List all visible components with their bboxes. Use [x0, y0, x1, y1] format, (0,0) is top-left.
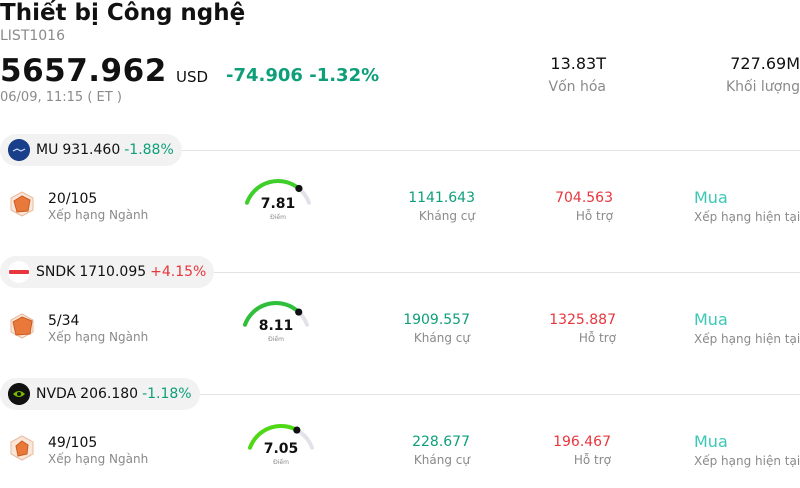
rating-label: Xếp hạng hiện tại — [694, 210, 800, 224]
score-gauge: 7.81 Điểm — [233, 178, 323, 234]
resistance-label: Kháng cự — [413, 453, 470, 467]
industry-rank-icon — [10, 435, 34, 461]
current-rating: Mua Xếp hạng hiện tại — [694, 432, 800, 468]
timestamp: 06/09, 11:15 ( ET ) — [0, 90, 122, 105]
current-rating: Mua Xếp hạng hiện tại — [694, 310, 800, 346]
score-value: 7.05 — [263, 441, 299, 457]
stock-symbol: SNDK — [36, 264, 76, 280]
resistance-block: 228.677 Kháng cự — [412, 434, 470, 467]
volume-value: 727.69M — [730, 54, 800, 73]
score-gauge: 7.05 Điểm — [236, 423, 326, 479]
resistance-value: 228.677 — [412, 434, 470, 450]
support-block: 196.467 Hỗ trợ — [553, 434, 611, 467]
stock-price: 1710.095 — [79, 264, 147, 280]
stock-price: 931.460 — [62, 142, 121, 158]
support-block: 704.563 Hỗ trợ — [555, 190, 613, 223]
section-divider — [0, 150, 800, 151]
micron-logo-icon — [8, 139, 30, 161]
industry-rank-label: Xếp hạng Ngành — [48, 452, 149, 466]
rating-value: Mua — [694, 188, 728, 207]
market-cap-stat: 13.83T Vốn hóa — [549, 54, 606, 95]
industry-rank-icon — [10, 191, 34, 217]
industry-rank: 5/34 — [48, 313, 80, 329]
score-gauge: 8.11 Điểm — [231, 300, 321, 356]
score-gauge-arc — [247, 424, 315, 450]
stock-pill-nvda[interactable]: NVDA 206.180 -1.18% — [0, 378, 200, 410]
rating-label: Xếp hạng hiện tại — [694, 332, 800, 346]
section-divider — [0, 394, 800, 395]
rating-value: Mua — [694, 310, 728, 329]
industry-rank-label: Xếp hạng Ngành — [48, 208, 149, 222]
stock-symbol: NVDA — [36, 386, 77, 402]
sandisk-logo-icon — [8, 261, 30, 283]
stock-pill-mu[interactable]: MU 931.460 -1.88% — [0, 134, 182, 166]
index-change-value: -74.906 — [226, 65, 303, 86]
market-cap-label: Vốn hóa — [548, 79, 606, 95]
market-cap-value: 13.83T — [550, 54, 606, 73]
industry-rank: 20/105 — [48, 191, 98, 207]
rating-label: Xếp hạng hiện tại — [694, 454, 800, 468]
stock-change-pct: -1.88% — [124, 142, 174, 158]
currency-label: USD — [176, 68, 209, 86]
score-gauge-arc — [242, 301, 310, 327]
stock-change-pct: -1.18% — [142, 386, 192, 402]
section-divider — [0, 272, 800, 273]
support-label: Hỗ trợ — [575, 209, 613, 223]
index-change: -74.906 -1.32% — [226, 65, 379, 86]
resistance-value: 1141.643 — [408, 190, 475, 206]
nvidia-logo-icon — [8, 383, 30, 405]
support-label: Hỗ trợ — [573, 453, 611, 467]
score-gauge-arc — [244, 179, 312, 205]
resistance-label: Kháng cự — [418, 209, 475, 223]
support-value: 704.563 — [555, 190, 613, 206]
stock-symbol: MU — [36, 142, 59, 158]
industry-rank-label: Xếp hạng Ngành — [48, 330, 149, 344]
stock-price: 206.180 — [80, 386, 139, 402]
rating-value: Mua — [694, 432, 728, 451]
support-label: Hỗ trợ — [578, 331, 616, 345]
support-block: 1325.887 Hỗ trợ — [549, 312, 616, 345]
industry-rank: 49/105 — [48, 435, 98, 451]
list-code: LIST1016 — [0, 28, 65, 44]
stock-pill-sndk[interactable]: SNDK 1710.095 +4.15% — [0, 256, 215, 288]
score-value: 8.11 — [258, 318, 294, 334]
index-price: 5657.962 — [0, 53, 167, 89]
resistance-block: 1141.643 Kháng cự — [408, 190, 475, 223]
resistance-label: Kháng cự — [413, 331, 470, 345]
industry-rank-icon — [10, 313, 34, 339]
score-value: 7.81 — [260, 196, 296, 212]
stock-change-pct: +4.15% — [150, 264, 207, 280]
page-title: Thiết bị Công nghệ — [0, 0, 246, 26]
support-value: 1325.887 — [549, 312, 616, 328]
volume-stat: 727.69M Khối lượng — [726, 54, 800, 95]
score-label: Điểm — [268, 336, 284, 343]
resistance-block: 1909.557 Kháng cự — [403, 312, 470, 345]
score-label: Điểm — [270, 214, 286, 221]
support-value: 196.467 — [553, 434, 611, 450]
resistance-value: 1909.557 — [403, 312, 470, 328]
current-rating: Mua Xếp hạng hiện tại — [694, 188, 800, 224]
score-label: Điểm — [273, 459, 289, 466]
volume-label: Khối lượng — [725, 79, 800, 95]
index-change-pct: -1.32% — [309, 65, 380, 86]
